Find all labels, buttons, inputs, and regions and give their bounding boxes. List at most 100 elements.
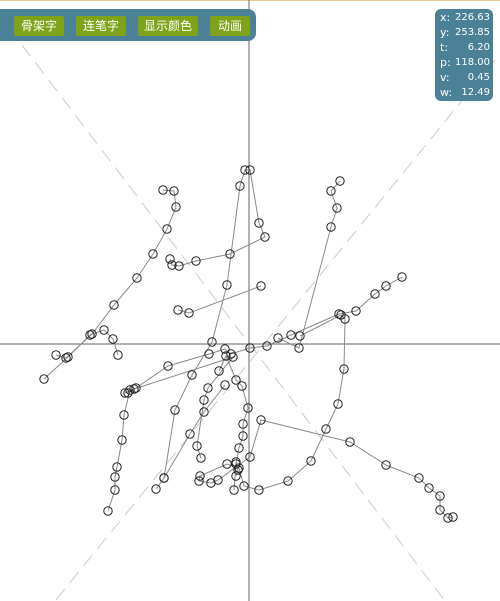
stroke-path <box>163 384 226 479</box>
stroke-node <box>51 350 61 360</box>
stroke-node <box>424 483 434 493</box>
cursive-font-button[interactable]: 连笔字 <box>76 16 126 36</box>
stroke-node <box>238 431 248 441</box>
stroke-node <box>158 185 168 195</box>
stroke-node <box>120 388 130 398</box>
stroke-node <box>170 405 180 415</box>
stroke-node <box>234 463 244 473</box>
info-row-y: y: 253.85 <box>440 26 492 39</box>
stroke-node <box>85 330 95 340</box>
diagonal-guides <box>21 44 496 601</box>
stroke-node <box>229 485 239 495</box>
stroke-node <box>192 441 202 451</box>
stroke-node <box>397 272 407 282</box>
stroke-node <box>333 399 343 409</box>
stroke-nodes <box>39 165 458 523</box>
info-key: y: <box>440 26 450 39</box>
stroke-node <box>162 224 172 234</box>
guide-line <box>54 59 496 601</box>
stroke-node <box>335 176 345 186</box>
stroke-node <box>345 437 355 447</box>
stroke-node <box>256 415 266 425</box>
stroke-path <box>127 356 235 459</box>
stroke-node <box>286 330 296 340</box>
stroke-node <box>119 410 129 420</box>
stroke-node <box>254 485 264 495</box>
stroke-node <box>220 344 230 354</box>
stroke-path <box>107 389 131 512</box>
info-row-w: w: 12.49 <box>440 86 492 99</box>
stroke-node <box>245 165 255 175</box>
info-key: t: <box>440 41 449 54</box>
stroke-node <box>262 341 272 351</box>
stroke-node <box>165 254 175 264</box>
stroke-node <box>125 385 135 395</box>
stroke-node <box>99 325 109 335</box>
stroke-node <box>225 249 235 259</box>
stroke-node <box>351 306 361 316</box>
stroke-node <box>113 350 123 360</box>
info-row-v: v: 0.45 <box>440 71 492 84</box>
skeleton-font-button[interactable]: 骨架字 <box>14 16 64 36</box>
stroke-node <box>306 456 316 466</box>
stroke-node <box>39 374 49 384</box>
stroke-node <box>321 424 331 434</box>
stroke-node <box>381 460 391 470</box>
stroke-node <box>148 249 158 259</box>
stroke-node <box>273 333 283 343</box>
stroke-node <box>167 260 177 270</box>
stroke-node <box>187 370 197 380</box>
animation-button[interactable]: 动画 <box>210 16 250 36</box>
stroke-node <box>228 352 238 362</box>
stroke-node <box>435 505 445 515</box>
stroke-node <box>231 375 241 385</box>
info-key: v: <box>440 71 450 84</box>
stroke-node <box>203 383 213 393</box>
stroke-node <box>103 506 113 516</box>
stroke-node <box>221 351 231 361</box>
stroke-node <box>110 485 120 495</box>
stroke-node <box>61 353 71 363</box>
stroke-node <box>184 308 194 318</box>
info-value: 118.00 <box>455 57 490 68</box>
stroke-node <box>199 395 209 405</box>
stroke-node <box>191 256 201 266</box>
stroke-node <box>204 349 214 359</box>
stroke-node <box>131 383 141 393</box>
stroke-node <box>381 281 391 291</box>
show-colors-button[interactable]: 显示颜色 <box>138 16 198 36</box>
stroke-node <box>443 513 453 523</box>
stroke-node <box>108 334 118 344</box>
stroke-node <box>245 343 255 353</box>
stroke-node <box>195 471 205 481</box>
stroke-node <box>237 381 247 391</box>
stroke-node <box>233 465 243 475</box>
toolbar: 骨架字 连笔字 显示颜色 动画 <box>0 9 256 41</box>
stroke-node <box>332 203 342 213</box>
stroke-node <box>185 429 195 439</box>
stroke-node <box>339 364 349 374</box>
stroke-node <box>334 309 344 319</box>
info-row-p: p: 118.00 <box>440 56 492 69</box>
info-value: 12.49 <box>461 87 490 98</box>
stroke-node <box>159 473 169 483</box>
stroke-node <box>240 165 250 175</box>
stroke-node <box>109 300 119 310</box>
stroke-node <box>245 452 255 462</box>
stroke-node <box>294 343 304 353</box>
stroke-node <box>238 419 248 429</box>
stroke-node <box>173 305 183 315</box>
stroke-node <box>63 352 73 362</box>
stroke-node <box>132 273 142 283</box>
stroke-node <box>163 361 173 371</box>
stroke-node <box>435 491 445 501</box>
stroke-node <box>448 512 458 522</box>
stroke-node <box>226 349 236 359</box>
stroke-node <box>231 471 241 481</box>
stroke-node <box>117 435 127 445</box>
stroke-node <box>243 403 253 413</box>
stroke-path <box>155 169 266 490</box>
info-value: 6.20 <box>467 42 490 53</box>
